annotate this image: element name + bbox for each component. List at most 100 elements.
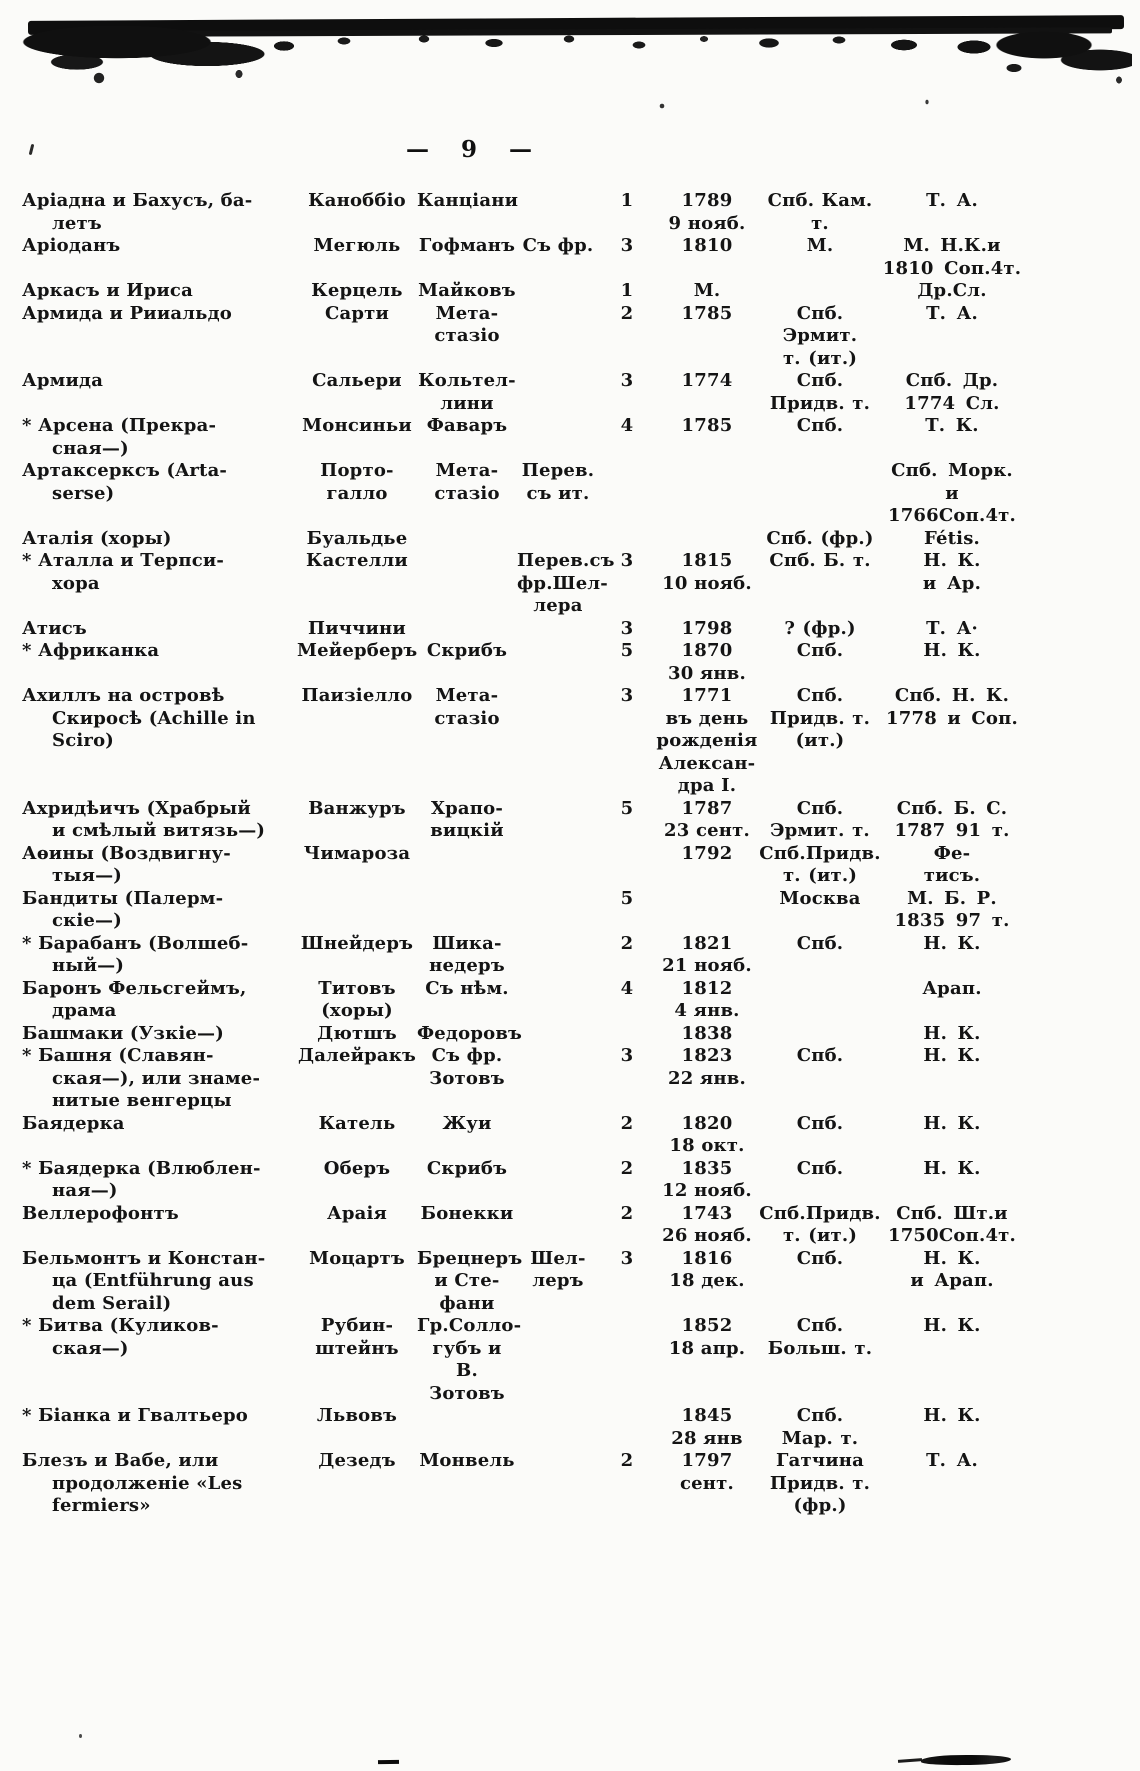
cell-title: * Битва (Куликов- ская—) [22,1315,219,1359]
cell-title: * Арсена (Прекра- сная—) [22,415,217,459]
cell-librettist: Скрибъ [426,640,508,661]
cell-composer: Шнейдеръ [300,932,414,954]
cell-librettist: Мета- стазіо [434,460,500,504]
cell-place: Спб. [796,1112,844,1134]
cell-composer: Сальери [312,370,402,391]
table-row: Аѳины (Воздвигну- тыя—) Чимароза 1792 Сп… [22,842,1023,888]
cell-acts: 2 [620,1202,634,1224]
cell-source: Н. К. и Арап. [910,1247,994,1292]
cell-date: 1785 [681,302,733,324]
cell-source: Fétis. [924,527,980,549]
cell-source: Н. К. [923,1022,981,1044]
cell-source: М. Н.К.и 1810 Соп.4т. [882,235,1022,279]
cell-date: 1820 18 окт. [669,1112,745,1157]
cell-date: 1787 23 сент. [664,797,750,842]
cell-acts: 4 [620,415,634,436]
cell-translator: Перев. съ ит. [521,460,595,504]
cell-translator [517,1315,599,1405]
cell-source: Т. А. [926,302,978,324]
cell-place: Спб.Придв. т. (ит.) [759,842,881,887]
cell-librettist: Брецнеръ и Сте- фани [417,1247,523,1314]
cell-translator [517,370,599,415]
cell-source: Спб. Н. К. 1778 и Соп. [886,685,1018,729]
cell-acts: 5 [620,797,634,819]
cell-librettist: Майковъ [418,280,516,301]
table-row: Бельмонтъ и Констан- ца (Entführung aus … [22,1247,1023,1316]
cell-librettist [417,550,517,618]
cell-acts: 2 [620,1450,634,1471]
cell-title: Армида и Рииальдо [22,302,232,324]
cell-source: Н. К. и Ар. [922,550,982,594]
table-row: Ахиллъ на островѣ Скиросѣ (Achille in Sc… [22,685,1023,798]
cell-source: Фе- тисъ. [923,842,981,887]
table-row: Веллерофонтъ Араія Бонекки 2 1743 26 ноя… [22,1202,1023,1248]
cell-source: Т. А· [926,617,978,639]
cell-acts: 3 [620,617,634,639]
cell-place [759,1023,881,1046]
bottom-smudge-tail-artifact [897,1758,923,1763]
cell-librettist: Гофманъ [418,235,516,256]
cell-librettist: Бонекки [420,1202,514,1224]
cell-librettist: Мета- стазіо [434,685,500,729]
cell-place: Спб. Придв. т. [769,370,871,414]
cell-source: Н. К. [923,1405,981,1426]
cell-place: Спб. Эрмит. т. [770,797,870,842]
cell-librettist [417,888,517,933]
table-row: * Африканка Мейерберъ Скрибъ 5 1870 30 я… [22,640,1023,685]
page-number: — 9 — [405,136,535,163]
cell-place: Спб. Придв. т. (ит.) [769,685,871,751]
cell-librettist: Съ нѣм. [425,977,509,999]
cell-composer: Катель [318,1112,396,1134]
table-row: * Баядерка (Влюблен- ная—) Оберъ Скрибъ … [22,1157,1023,1203]
cell-translator: Шел- леръ [530,1247,586,1292]
cell-title: Баядерка [22,1112,125,1134]
cell-composer: Дютшъ [317,1022,397,1044]
cell-title: Ахиллъ на островѣ Скиросѣ (Achille in Sc… [22,685,256,751]
cell-place: Москва [779,887,861,909]
bottom-dash-artifact [377,1759,400,1765]
cell-title: Аріадна и Бахусъ, ба- летъ [22,190,253,234]
cell-acts: 5 [620,640,634,661]
cell-acts: 2 [620,1112,634,1134]
cell-source: Т. А. [926,1450,978,1471]
cell-source: Н. К. [923,1157,981,1179]
cell-translator: Перев.съ фр.Шел- лера [517,550,615,616]
cell-librettist: Канціани [417,190,519,211]
cell-place: Спб.Придв. т. (ит.) [759,1202,881,1247]
cell-place: Спб. [796,932,844,954]
cell-librettist: Шика- недеръ [429,932,505,977]
cell-source: Н. К. [923,1112,981,1134]
opera-index-table: Аріадна и Бахусъ, ба- летъ Каноббіо Канц… [22,190,1023,1518]
cell-source: Н. К. [923,932,981,954]
cell-title: * Біанка и Гвалтьеро [22,1405,248,1426]
cell-date: 1785 [681,415,733,436]
table-row: * Башня (Славян- ская—), или знаме- ниты… [22,1045,1023,1113]
cell-acts: 2 [620,932,634,954]
cell-translator [517,843,599,888]
cell-translator [517,685,599,798]
cell-translator [517,640,599,685]
cell-place: Спб. [796,640,844,661]
cell-title: Бельмонтъ и Констан- ца (Entführung aus … [22,1247,266,1314]
cell-title: Веллерофонтъ [22,1202,179,1224]
cell-title: Аталія (хоры) [22,527,172,549]
cell-place [759,978,881,1023]
cell-acts: 3 [620,1247,634,1269]
cell-date: 1821 21 нояб. [662,932,752,977]
table-row: Аріадна и Бахусъ, ба- летъ Каноббіо Канц… [22,190,1023,235]
cell-composer: Мейерберъ [297,640,418,661]
cell-acts: 2 [620,1157,634,1179]
cell-translator [517,1023,599,1046]
table-row: Аркасъ и Ириса Керцель Майковъ 1 М. Др.С… [22,280,1023,303]
cell-acts: 3 [620,685,634,706]
cell-title: * Баядерка (Влюблен- ная—) [22,1157,261,1202]
cell-source: Спб. Морк. и 1766Соп.4т. [887,460,1016,526]
cell-composer: Керцель [311,280,403,301]
cell-translator [517,528,599,551]
cell-source: Т. К. [925,415,979,436]
table-row: Аріоданъ Мегюль Гофманъ Съ фр. 3 1810 М.… [22,235,1023,280]
cell-date: 1870 30 янв. [668,640,746,684]
cell-source: Спб. Др. 1774 Сл. [904,370,1000,414]
cell-acts [599,528,655,551]
